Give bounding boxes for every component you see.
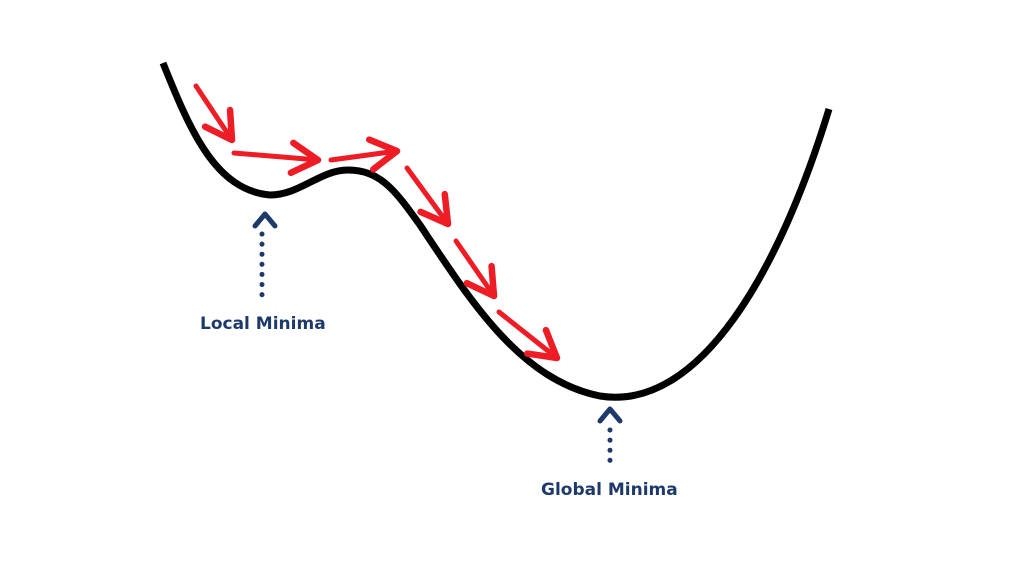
- descent-step-arrow-3: [328, 136, 401, 173]
- local-minima-label: Local Minima: [200, 314, 326, 334]
- global-minima-label: Global Minima: [541, 480, 678, 500]
- local-minima-pointer: [252, 211, 278, 301]
- descent-step-arrow-5: [453, 238, 498, 300]
- descent-steps: [193, 83, 561, 362]
- local-minima-arrowhead: [252, 211, 278, 229]
- descent-step-arrow-4: [404, 165, 452, 228]
- loss-curve: [159, 61, 833, 401]
- global-minima-arrowhead: [597, 406, 623, 424]
- global-minima-pointer: [597, 406, 623, 466]
- descent-step-arrow-2: [231, 139, 322, 177]
- descent-step-arrow-1: [193, 83, 236, 144]
- descent-step-arrow-6: [496, 309, 561, 362]
